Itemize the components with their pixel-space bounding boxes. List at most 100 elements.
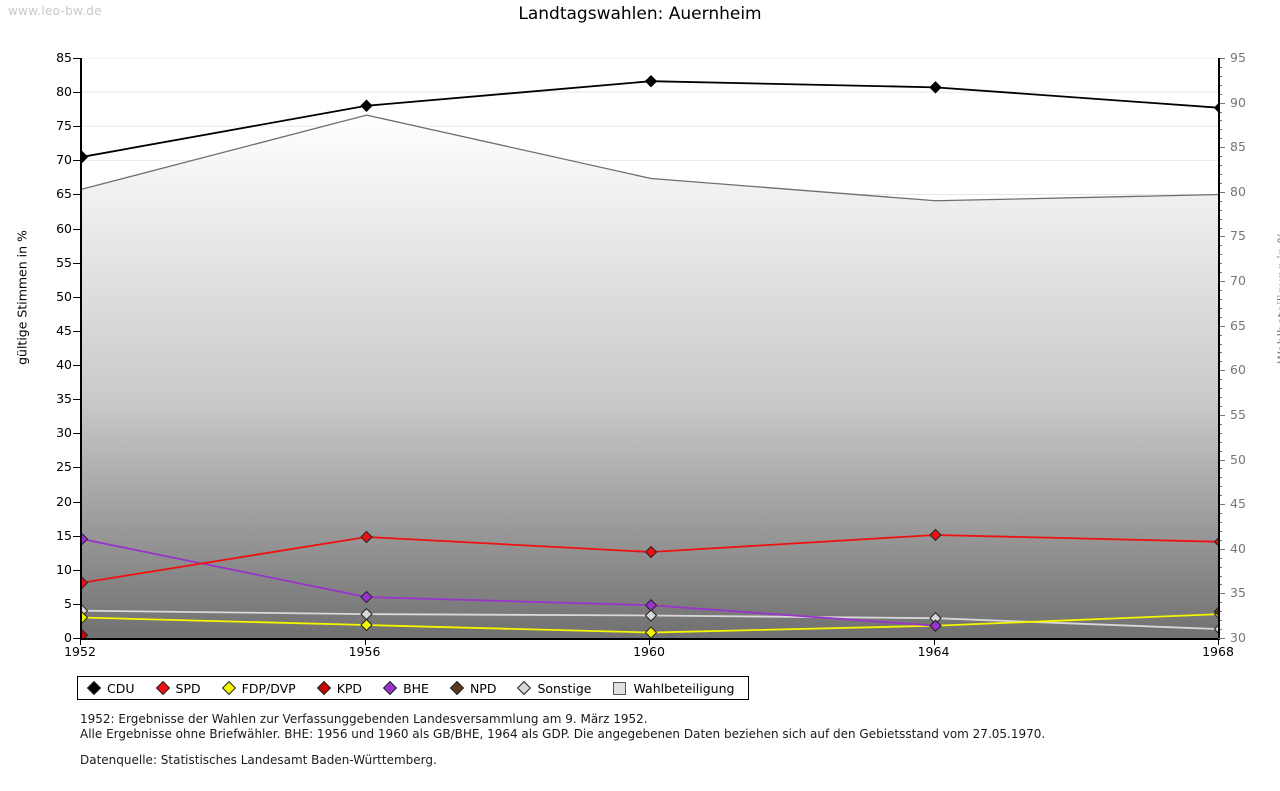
y-tick-mark-left [73,399,80,401]
y-tick-label-left: 25 [56,459,72,475]
y-tick-label-left: 50 [56,288,72,304]
y-tick-label-left: 80 [56,84,72,100]
y-tick-label-left: 70 [56,152,72,168]
y-tick-label-left: 20 [56,493,72,509]
y-tick-mark-right-minor [1218,66,1222,68]
y-tick-label-right: 85 [1230,139,1246,155]
y-tick-mark-right [1218,504,1225,506]
page-title: Landtagswahlen: Auernheim [518,4,762,24]
y-tick-mark-right-minor [1218,423,1222,425]
y-tick-label-right: 55 [1230,406,1246,422]
y-tick-label-right: 80 [1230,183,1246,199]
y-tick-mark-left [73,569,80,571]
y-tick-label-left: 10 [56,561,72,577]
y-tick-label-right: 65 [1230,317,1246,333]
legend-item-bhe[interactable]: BHE [382,681,429,696]
y-tick-label-left: 0 [64,630,72,645]
y-tick-label-right: 90 [1230,94,1246,110]
y-tick-mark-right-minor [1218,138,1222,140]
y-tick-label-right: 60 [1230,362,1246,378]
y-tick-label-right: 45 [1230,496,1246,512]
y-tick-mark-right-minor [1218,263,1222,265]
y-tick-label-left: 15 [56,527,72,543]
y-tick-label-left: 85 [56,50,72,65]
y-tick-mark-right-minor [1218,272,1222,274]
y-tick-mark-right-minor [1218,254,1222,256]
y-tick-mark-right-minor [1218,129,1222,131]
legend-item-label: SPD [175,680,201,696]
y-tick-mark-right-minor [1218,316,1222,318]
y-tick-mark-right-minor [1218,522,1222,523]
y-tick-label-right: 35 [1230,585,1246,601]
y-tick-mark-right-minor [1218,343,1222,345]
legend-item-label: NPD [469,680,497,696]
y-tick-mark-right-minor [1218,93,1222,95]
y-tick-mark-right-minor [1218,227,1222,229]
y-tick-mark-left [73,433,80,435]
y-tick-mark-right-minor [1218,75,1222,77]
y-tick-mark-right [1218,236,1225,238]
y-tick-mark-right-minor [1218,290,1222,291]
x-tick-mark [649,639,650,645]
y-tick-mark-right-minor [1218,468,1222,470]
y-tick-mark-right-minor [1218,111,1222,113]
y-tick-mark-left [73,228,80,230]
y-tick-mark-right [1218,281,1225,283]
y-tick-mark-left [73,92,80,94]
y-tick-mark-right-minor [1218,486,1222,488]
y-tick-mark-right-minor [1218,218,1222,220]
y-tick-mark-right-minor [1218,397,1222,399]
y-tick-mark-right-minor [1218,120,1222,122]
y-tick-label-right: 30 [1230,630,1246,645]
x-tick-mark [933,639,935,645]
y-tick-mark-left [73,501,80,503]
y-tick-label-left: 30 [56,425,72,441]
footnote-line-2: Alle Ergebnisse ohne Briefwähler. BHE: 1… [80,727,1046,741]
y-tick-mark-right [1218,593,1225,595]
legend-item-fdp-dvp[interactable]: FDP/DVP [221,681,296,696]
y-tick-mark-right-minor [1218,620,1222,622]
legend-item-label: KPD [336,680,363,696]
legend-item-kpd[interactable]: KPD [316,680,363,696]
y-tick-mark-right-minor [1218,388,1222,390]
y-tick-mark-right-minor [1218,495,1222,497]
legend-diamond-icon [517,680,532,696]
plot-area [80,58,1220,640]
y-tick-mark-right-minor [1218,307,1222,309]
x-tick-label: 1952 [64,644,96,659]
y-tick-mark-right-minor [1218,450,1222,452]
y-tick-mark-right-minor [1218,245,1222,247]
y-tick-mark-right-minor [1218,182,1222,184]
x-tick-label: 1964 [917,644,950,659]
y-tick-label-left: 65 [56,186,72,202]
y-tick-mark-left [73,330,80,332]
legend-item-wahlbeteiligung[interactable]: Wahlbeteiligung [613,681,734,696]
y-tick-mark-left [73,603,80,605]
y-tick-mark-right [1218,147,1225,149]
y-tick-label-right: 70 [1230,273,1246,289]
y-tick-mark-left [73,535,80,537]
legend-item-cdu[interactable]: CDU [86,680,135,696]
legend-item-sonstige[interactable]: Sonstige [517,680,591,696]
y-tick-mark-right-minor [1218,513,1222,515]
y-tick-mark-right-minor [1218,334,1222,336]
legend-square-icon [613,681,627,695]
legend-item-label: CDU [107,680,135,696]
legend-item-spd[interactable]: SPD [155,680,201,696]
y-tick-mark-right-minor [1218,432,1222,434]
y-tick-mark-left [73,365,80,367]
x-tick-label: 1956 [348,644,381,659]
legend-item-npd[interactable]: NPD [449,680,497,696]
y-tick-mark-right-minor [1218,557,1222,559]
y-tick-mark-right-minor [1218,379,1222,381]
y-tick-label-left: 35 [56,391,72,407]
y-tick-mark-right [1218,58,1225,59]
legend-diamond-icon [155,680,170,696]
y-tick-label-left: 55 [56,254,72,270]
y-tick-mark-right-minor [1218,165,1222,167]
y-tick-mark-right-minor [1218,352,1222,354]
x-tick-mark [80,639,81,645]
legend-item-label: Wahlbeteiligung [633,680,735,696]
y-tick-mark-left [73,262,80,264]
